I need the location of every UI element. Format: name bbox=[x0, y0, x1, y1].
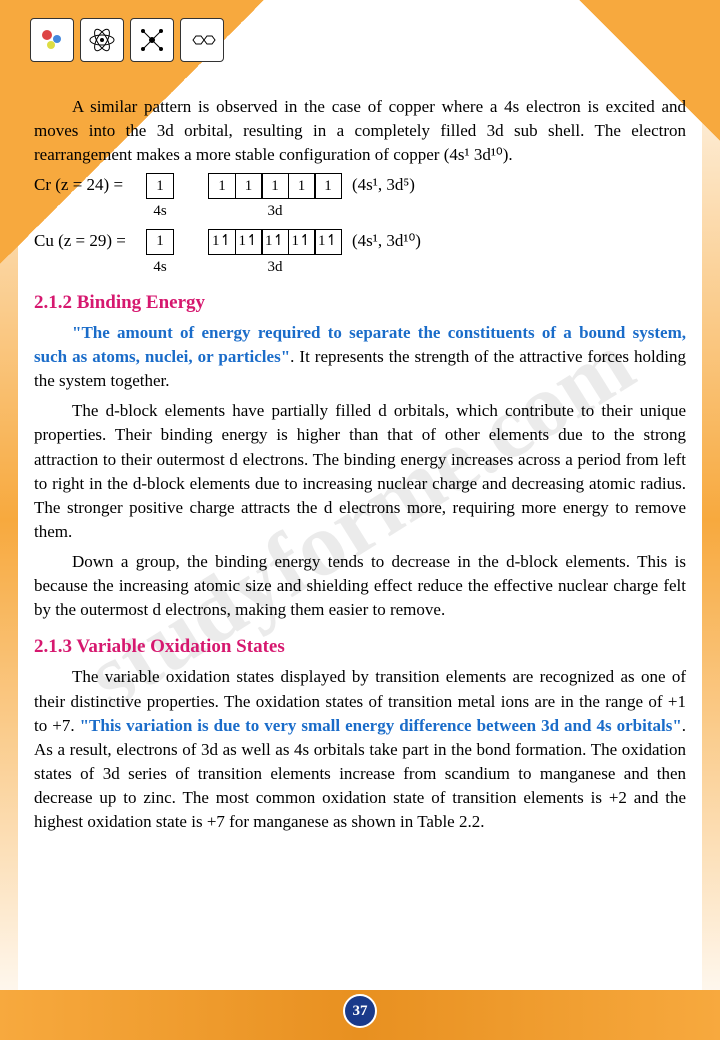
cu-3d-group: 1↿ 1↿ 1↿ 1↿ 1↿ 3d bbox=[208, 229, 342, 278]
chain-icon bbox=[180, 18, 224, 62]
cr-label: Cr (z = 24) = bbox=[34, 173, 136, 197]
cu-after: (4s¹, 3d¹⁰) bbox=[352, 229, 421, 253]
cu-config-row: Cu (z = 29) = 1 4s 1↿ 1↿ 1↿ 1↿ 1↿ 3d (4s… bbox=[34, 229, 686, 278]
cu-4s-sub: 4s bbox=[153, 257, 166, 278]
atom-icon bbox=[80, 18, 124, 62]
cu-3d-boxes: 1↿ 1↿ 1↿ 1↿ 1↿ bbox=[208, 229, 342, 255]
network-icon bbox=[130, 18, 174, 62]
cr-4s-box: 1 bbox=[146, 173, 174, 199]
border-right bbox=[702, 0, 720, 1040]
cr-4s-group: 1 4s bbox=[146, 173, 174, 222]
cr-3d-boxes: 1 1 1 1 1 bbox=[208, 173, 342, 199]
border-left bbox=[0, 0, 18, 1040]
cr-3d-sub: 3d bbox=[268, 201, 283, 222]
page-number: 37 bbox=[343, 994, 377, 1028]
intro-paragraph: A similar pattern is observed in the cas… bbox=[34, 95, 686, 167]
cr-after: (4s¹, 3d⁵) bbox=[352, 173, 415, 197]
cu-label: Cu (z = 29) = bbox=[34, 229, 136, 253]
heading-213: 2.1.3 Variable Oxidation States bbox=[34, 634, 686, 661]
cu-4s-box: 1 bbox=[146, 229, 174, 255]
molecule-icon bbox=[30, 18, 74, 62]
sec213-p1: The variable oxidation states displayed … bbox=[34, 665, 686, 834]
cr-config-row: Cr (z = 24) = 1 4s 1 1 1 1 1 3d (4s¹, 3d… bbox=[34, 173, 686, 222]
header-icons bbox=[30, 18, 224, 62]
sec212-p1: "The amount of energy required to separa… bbox=[34, 321, 686, 393]
sec212-p2: The d-block elements have partially fill… bbox=[34, 399, 686, 544]
cr-3d-group: 1 1 1 1 1 3d bbox=[208, 173, 342, 222]
page-content: A similar pattern is observed in the cas… bbox=[34, 95, 686, 970]
cu-3d-sub: 3d bbox=[268, 257, 283, 278]
heading-212: 2.1.2 Binding Energy bbox=[34, 290, 686, 317]
cu-4s-group: 1 4s bbox=[146, 229, 174, 278]
sec212-p3: Down a group, the binding energy tends t… bbox=[34, 550, 686, 622]
sec213-quote: "This variation is due to very small ene… bbox=[80, 716, 682, 735]
cr-4s-sub: 4s bbox=[153, 201, 166, 222]
